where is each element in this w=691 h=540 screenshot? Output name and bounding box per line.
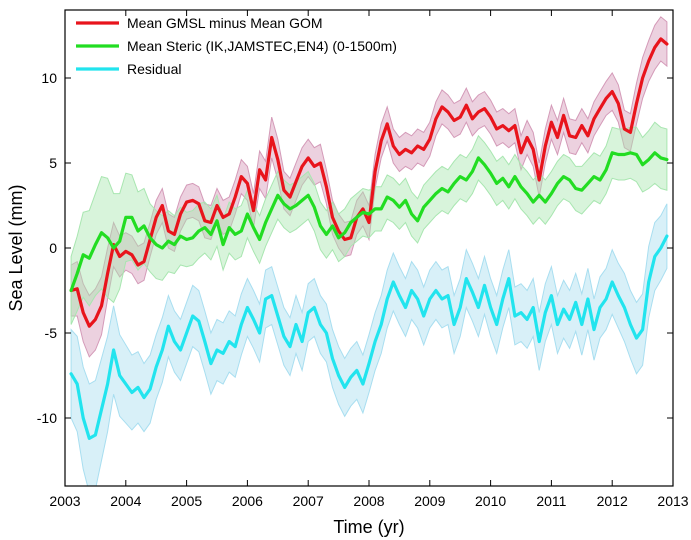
band-residual bbox=[70, 203, 668, 486]
line-residual bbox=[69, 234, 669, 440]
x-tick-label: 2012 bbox=[597, 493, 628, 509]
legend-label-mean-steric-ik-jamstec-en4-0-1500m: Mean Steric (IK,JAMSTEC,EN4) (0-1500m) bbox=[127, 38, 397, 54]
x-tick-label: 2010 bbox=[475, 493, 506, 509]
uncertainty-bands bbox=[70, 16, 668, 486]
x-tick-label: 2003 bbox=[49, 493, 80, 509]
x-axis-label: Time (yr) bbox=[333, 517, 404, 537]
x-tick-label: 2008 bbox=[353, 493, 384, 509]
x-axis: 2003 2004 2005 2006 2007 2008 2009 2010 2011 2012… bbox=[49, 10, 689, 509]
x-tick-label: 2007 bbox=[293, 493, 324, 509]
x-tick-label: 2011 bbox=[536, 493, 566, 509]
line-mean-steric-ik-jamstec-en4-0-1500m bbox=[69, 151, 669, 293]
y-tick-label: 5 bbox=[49, 155, 57, 171]
y-axis-label: Sea Level (mm) bbox=[6, 184, 26, 311]
y-tick-label: -10 bbox=[37, 410, 57, 426]
legend-label-residual: Residual bbox=[127, 61, 181, 77]
y-tick-label: 10 bbox=[41, 70, 57, 86]
x-tick-label: 2005 bbox=[171, 493, 202, 509]
x-tick-label: 2013 bbox=[657, 493, 688, 509]
x-tick-label: 2006 bbox=[232, 493, 263, 509]
y-tick-label: -5 bbox=[45, 325, 58, 341]
x-tick-label: 2009 bbox=[414, 493, 445, 509]
legend: Mean GMSL minus Mean GOM Mean Steric (IK,… bbox=[76, 15, 397, 77]
series-lines bbox=[69, 37, 669, 440]
line-mean-gmsl-minus-mean-gom bbox=[69, 37, 669, 328]
legend-label-mean-gmsl-minus-mean-gom: Mean GMSL minus Mean GOM bbox=[127, 15, 323, 31]
y-axis: -10 -5 0 5 10 bbox=[37, 70, 673, 426]
y-tick-label: 0 bbox=[49, 240, 57, 256]
x-tick-label: 2004 bbox=[110, 493, 141, 509]
